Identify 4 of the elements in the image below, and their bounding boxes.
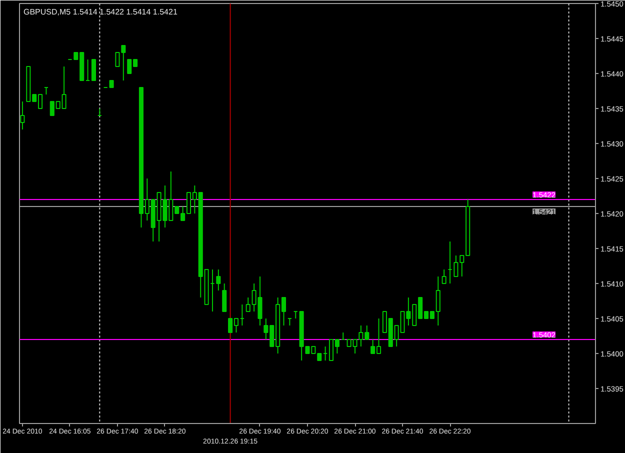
text: GBPUSD,M5 1.5414 1.5422 1.5414 1.5421 [24,8,178,16]
candlestick [442,269,446,284]
candlestick [222,283,227,312]
candlestick [91,59,96,81]
